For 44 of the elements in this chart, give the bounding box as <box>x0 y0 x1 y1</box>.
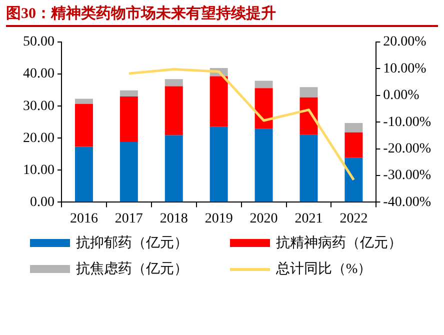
y-tick-label: 10.00 <box>23 162 54 178</box>
legend-label: 总计同比（%） <box>276 260 372 278</box>
x-tick-label: 2020 <box>250 211 278 226</box>
y2-tick-label: -30.00% <box>383 168 432 184</box>
y2-tick-label: 10.00% <box>383 61 427 76</box>
x-tick-label: 2022 <box>340 211 368 226</box>
bar <box>344 123 363 132</box>
chart-title: 图30：精神类药物市场未来有望持续提升 <box>6 4 438 27</box>
bar <box>254 80 273 88</box>
bar <box>164 135 183 202</box>
y-tick-label: 0.00 <box>30 194 54 210</box>
bar <box>210 126 228 202</box>
x-tick-label: 2017 <box>114 211 143 226</box>
y-tick-label: 40.00 <box>23 66 54 82</box>
legend-label: 抗精神病药（亿元） <box>276 234 402 252</box>
bar <box>120 90 138 96</box>
legend-label: 抗焦虑药（亿元） <box>76 260 188 278</box>
y-tick-label: 20.00 <box>23 130 54 146</box>
bar <box>300 134 318 202</box>
y-tick-label: 50.00 <box>23 34 54 50</box>
bar <box>164 79 183 86</box>
bar <box>254 128 273 202</box>
x-tick-label: 2018 <box>160 211 188 226</box>
x-tick-label: 2019 <box>204 211 233 226</box>
y2-tick-label: -40.00% <box>383 194 432 210</box>
y2-tick-label: -10.00% <box>383 114 432 130</box>
x-tick-label: 2016 <box>70 211 98 226</box>
bar <box>164 86 183 136</box>
y-tick-label: 30.00 <box>23 98 54 114</box>
bar <box>210 76 228 127</box>
y2-tick-label: 20.00% <box>383 34 427 50</box>
bar <box>120 96 138 142</box>
bar <box>344 132 363 158</box>
bar <box>74 104 93 147</box>
y2-tick-label: 0.00% <box>383 88 420 104</box>
bar <box>74 98 93 104</box>
bar <box>74 146 93 202</box>
bar <box>254 88 273 129</box>
y2-tick-label: -20.00% <box>383 141 432 156</box>
legend-label: 抗抑郁药（亿元） <box>76 234 188 252</box>
bar <box>120 142 138 202</box>
x-tick-label: 2021 <box>294 211 323 226</box>
bar <box>300 87 318 98</box>
bar <box>344 158 363 202</box>
